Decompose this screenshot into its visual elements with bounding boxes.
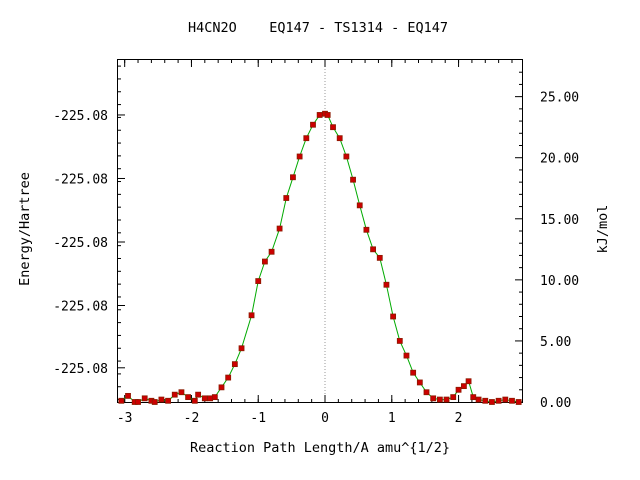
left-tick-label: -225.08: [53, 172, 108, 187]
data-point: [118, 397, 125, 404]
data-point: [276, 225, 283, 232]
energy-curve: [121, 113, 519, 403]
data-point: [350, 176, 356, 183]
data-point: [410, 369, 417, 376]
x-tick-label: 1: [388, 411, 396, 426]
data-point: [416, 379, 423, 386]
data-point: [383, 281, 390, 288]
data-point: [211, 394, 218, 401]
data-point: [191, 397, 198, 404]
data-point: [171, 391, 178, 398]
data-point: [207, 395, 214, 402]
data-point: [436, 396, 443, 403]
data-point: [370, 246, 376, 253]
data-point: [450, 394, 457, 401]
axis-ticks: [118, 60, 522, 403]
right-tick-label: 0.00: [540, 396, 571, 411]
data-point: [178, 389, 185, 396]
plot-area-frame: [117, 59, 523, 403]
x-tick-label: -2: [184, 411, 200, 426]
data-point: [185, 394, 192, 401]
data-point: [303, 135, 310, 142]
chart-title: H4CN2O EQ147 - TS1314 - EQ147: [188, 20, 448, 36]
data-point: [225, 374, 232, 381]
x-tick-label: 2: [455, 411, 463, 426]
data-point: [356, 202, 363, 209]
axis-tick-labels: -3 -2 -1 0 1 20.005.0010.0015.0020.0025.00-22…: [53, 91, 579, 426]
right-tick-label: 20.00: [540, 152, 579, 167]
data-point: [475, 396, 482, 403]
data-point: [330, 124, 336, 131]
data-point: [268, 248, 275, 255]
data-point: [489, 399, 495, 405]
data-point: [390, 313, 397, 320]
data-point: [396, 338, 403, 344]
y-axis-label-right: kJ/mol: [595, 205, 611, 254]
data-point: [376, 254, 383, 261]
data-point: [363, 226, 370, 233]
data-point: [455, 386, 462, 393]
data-point: [158, 396, 165, 403]
x-tick-label: -3: [117, 411, 133, 426]
data-point: [465, 378, 472, 385]
left-tick-label: -225.08: [53, 362, 108, 377]
data-point: [248, 312, 255, 319]
data-point: [255, 278, 262, 284]
data-point: [423, 389, 430, 396]
data-point: [470, 394, 477, 401]
data-point: [218, 384, 225, 391]
data-point: [316, 112, 323, 118]
energy-series: [118, 110, 522, 405]
data-point: [430, 395, 437, 402]
data-point: [201, 395, 208, 402]
data-point: [482, 397, 489, 404]
data-point: [125, 392, 131, 399]
data-point: [195, 391, 202, 398]
data-point: [336, 135, 343, 142]
data-point: [151, 399, 158, 405]
x-tick-label: 0: [321, 411, 329, 426]
data-point: [495, 397, 502, 404]
data-point: [515, 399, 522, 405]
data-point: [343, 153, 350, 160]
data-point: [509, 397, 515, 404]
right-tick-label: 10.00: [540, 274, 579, 289]
data-point: [165, 397, 171, 404]
data-point: [290, 174, 296, 181]
y-axis-label-left: Energy/Hartree: [17, 172, 33, 286]
data-point: [296, 153, 303, 160]
right-tick-label: 25.00: [540, 91, 579, 106]
data-point: [310, 121, 316, 128]
data-point: [283, 195, 290, 201]
data-point: [262, 258, 268, 265]
data-point: [231, 361, 238, 368]
data-point: [135, 399, 141, 405]
right-tick-label: 5.00: [540, 335, 571, 350]
left-tick-label: -225.08: [53, 109, 108, 124]
right-tick-label: 15.00: [540, 213, 579, 228]
data-point: [403, 352, 410, 359]
data-point: [324, 112, 331, 118]
left-tick-label: -225.08: [53, 300, 108, 315]
data-point: [502, 396, 509, 403]
data-point: [238, 345, 245, 352]
x-tick-label: -1: [250, 411, 266, 426]
data-point: [461, 383, 467, 390]
data-point: [443, 396, 450, 403]
data-point: [141, 395, 148, 402]
left-tick-label: -225.08: [53, 236, 108, 251]
x-axis-label: Reaction Path Length/A amu^{1/2}: [190, 440, 450, 456]
